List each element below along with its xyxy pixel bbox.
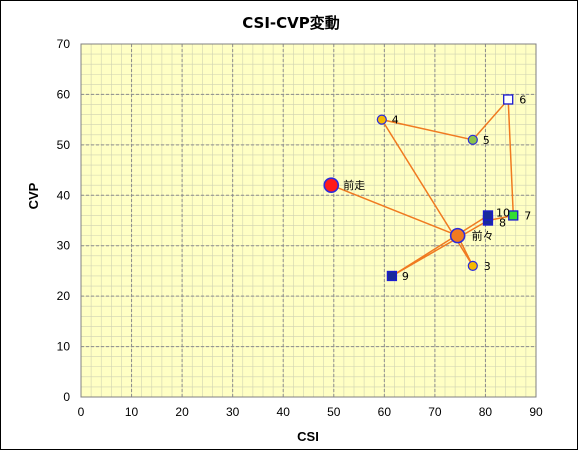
x-tick-label: 10 (125, 405, 139, 419)
data-point-5 (467, 134, 478, 145)
data-point-前走 (323, 177, 340, 193)
point-label-4: 4 (392, 114, 399, 127)
y-tick-label: 60 (57, 87, 71, 101)
x-tick-label: 20 (175, 405, 189, 419)
y-axis: 0 10 20 30 40 50 60 70 (57, 37, 71, 404)
point-label-8: 8 (499, 217, 506, 230)
point-label-3: 3 (484, 260, 491, 273)
chart-title: CSI-CVP変動 (242, 14, 340, 32)
point-label-6: 6 (519, 93, 526, 106)
plot-area (81, 44, 536, 397)
y-tick-label: 20 (57, 289, 71, 303)
data-point-7 (508, 210, 519, 221)
data-point-4 (376, 114, 387, 125)
x-axis-title: CSI (297, 429, 319, 444)
plot-border (80, 43, 537, 398)
y-tick-label: 50 (57, 138, 71, 152)
series-line (331, 97, 515, 277)
x-tick-label: 50 (327, 405, 341, 419)
data-point-3 (467, 260, 478, 271)
point-label-前々: 前々 (472, 229, 494, 243)
y-tick-label: 40 (57, 188, 71, 202)
minor-grid (80, 43, 537, 398)
y-axis-title: CVP (26, 182, 41, 209)
data-point-前々 (449, 227, 466, 244)
x-tick-label: 40 (277, 405, 291, 419)
x-tick-label: 60 (378, 405, 392, 419)
point-label-7: 7 (524, 209, 531, 222)
point-label-5: 5 (483, 134, 490, 147)
point-label-9: 9 (402, 270, 409, 283)
markers (323, 94, 519, 282)
x-tick-label: 90 (529, 405, 543, 419)
x-tick-label: 0 (78, 405, 85, 419)
x-tick-label: 70 (428, 405, 442, 419)
y-tick-label: 0 (63, 390, 70, 404)
series-path (331, 97, 515, 277)
y-tick-label: 70 (57, 37, 71, 51)
x-axis: 0 10 20 30 40 50 60 70 80 90 (78, 405, 543, 419)
y-tick-label: 10 (57, 340, 71, 354)
data-point-10 (482, 210, 494, 221)
point-label-前走: 前走 (343, 178, 365, 192)
data-point-6 (503, 94, 514, 105)
data-point-9 (386, 270, 398, 282)
point-label-10: 10 (496, 206, 510, 219)
x-tick-label: 80 (479, 405, 493, 419)
y-tick-label: 30 (57, 239, 71, 253)
x-tick-label: 30 (226, 405, 240, 419)
